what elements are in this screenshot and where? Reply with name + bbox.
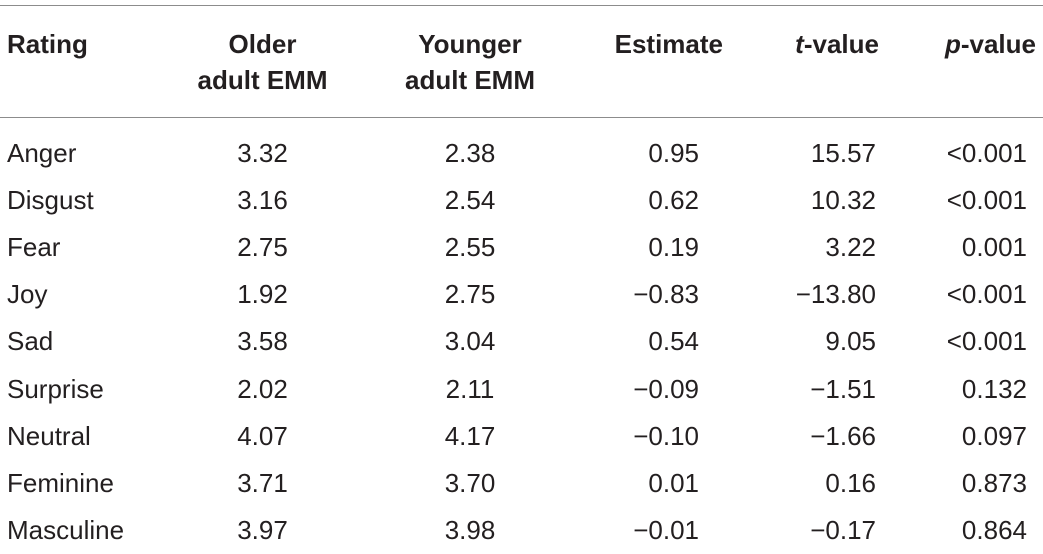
table-header-rule — [0, 117, 1043, 118]
table-row: Neutral 4.07 4.17 −0.10 −1.66 0.097 — [0, 413, 1043, 460]
cell-estimate: −0.09 — [633, 374, 699, 404]
cell-t-value: −13.80 — [795, 279, 876, 309]
cell-older-emm: 2.02 — [237, 374, 288, 404]
cell-older-emm: 3.16 — [237, 185, 288, 215]
cell-rating: Masculine — [7, 515, 125, 545]
header-t-italic: t — [795, 29, 804, 59]
header-p-rest: -value — [960, 29, 1036, 59]
cell-estimate: −0.10 — [633, 421, 699, 451]
header-p-italic: p — [944, 29, 961, 59]
cell-younger-emm: 3.70 — [444, 468, 496, 498]
cell-estimate: 0.19 — [648, 232, 699, 262]
cell-p-value: <0.001 — [946, 279, 1027, 309]
cell-t-value: −0.17 — [810, 515, 876, 545]
table-row: Fear 2.75 2.55 0.19 3.22 0.001 — [0, 224, 1043, 271]
table-row: Sad 3.58 3.04 0.54 9.05 <0.001 — [0, 318, 1043, 365]
table-row: Joy 1.92 2.75 −0.83 −13.80 <0.001 — [0, 271, 1043, 318]
cell-estimate: 0.01 — [648, 468, 699, 498]
cell-t-value: 10.32 — [810, 185, 876, 215]
cell-estimate: 0.95 — [648, 138, 699, 168]
cell-p-value: <0.001 — [946, 326, 1027, 356]
cell-estimate: −0.01 — [633, 515, 699, 545]
cell-younger-emm: 3.98 — [444, 515, 496, 545]
cell-t-value: 3.22 — [825, 232, 876, 262]
cell-t-value: 15.57 — [810, 138, 876, 168]
cell-younger-emm: 2.11 — [445, 374, 495, 404]
cell-p-value: 0.873 — [961, 468, 1027, 498]
header-younger-emm: Younger adult EMM — [395, 26, 545, 98]
cell-rating: Feminine — [7, 468, 114, 498]
cell-rating: Anger — [7, 138, 77, 168]
cell-t-value: 9.05 — [825, 326, 876, 356]
cell-older-emm: 3.32 — [237, 138, 288, 168]
table-row: Feminine 3.71 3.70 0.01 0.16 0.873 — [0, 460, 1043, 507]
header-rating: Rating — [7, 26, 88, 62]
cell-p-value: 0.864 — [961, 515, 1027, 545]
header-younger-line1: Younger — [418, 29, 522, 59]
cell-rating: Disgust — [7, 185, 94, 215]
cell-estimate: −0.83 — [633, 279, 699, 309]
cell-rating: Neutral — [7, 421, 91, 451]
table-row: Disgust 3.16 2.54 0.62 10.32 <0.001 — [0, 177, 1043, 224]
header-estimate: Estimate — [615, 26, 723, 62]
cell-older-emm: 4.07 — [237, 421, 288, 451]
cell-p-value: <0.001 — [946, 138, 1027, 168]
cell-p-value: <0.001 — [946, 185, 1027, 215]
cell-rating: Surprise — [7, 374, 104, 404]
header-rating-label: Rating — [7, 29, 88, 59]
cell-rating: Fear — [7, 232, 61, 262]
cell-younger-emm: 4.17 — [444, 421, 496, 451]
cell-estimate: 0.54 — [648, 326, 699, 356]
cell-p-value: 0.001 — [961, 232, 1027, 262]
cell-older-emm: 3.97 — [237, 515, 288, 545]
cell-younger-emm: 2.54 — [444, 185, 496, 215]
cell-estimate: 0.62 — [648, 185, 699, 215]
header-t-value: t-value — [795, 26, 879, 62]
cell-younger-emm: 2.75 — [444, 279, 496, 309]
header-younger-line2: adult EMM — [405, 65, 535, 95]
cell-younger-emm: 3.04 — [444, 326, 496, 356]
header-p-value: p-value — [945, 26, 1036, 62]
cell-rating: Sad — [7, 326, 54, 356]
cell-rating: Joy — [7, 279, 48, 309]
table-row: Masculine 3.97 3.98 −0.01 −0.17 0.864 — [0, 507, 1043, 554]
header-older-emm: Older adult EMM — [190, 26, 335, 98]
header-older-line2: adult EMM — [197, 65, 328, 95]
cell-younger-emm: 2.55 — [444, 232, 496, 262]
cell-p-value: 0.132 — [961, 374, 1027, 404]
table-row: Surprise 2.02 2.11 −0.09 −1.51 0.132 — [0, 366, 1043, 413]
header-estimate-label: Estimate — [614, 29, 723, 59]
header-older-line1: Older — [228, 29, 297, 59]
cell-t-value: −1.66 — [810, 421, 876, 451]
cell-older-emm: 3.58 — [237, 326, 288, 356]
cell-older-emm: 2.75 — [237, 232, 288, 262]
table-row: Anger 3.32 2.38 0.95 15.57 <0.001 — [0, 130, 1043, 177]
cell-younger-emm: 2.38 — [444, 138, 496, 168]
table-top-rule — [0, 5, 1043, 6]
cell-t-value: −1.51 — [810, 374, 876, 404]
cell-older-emm: 3.71 — [237, 468, 288, 498]
header-t-rest: -value — [803, 29, 879, 59]
cell-t-value: 0.16 — [825, 468, 876, 498]
cell-p-value: 0.097 — [961, 421, 1027, 451]
cell-older-emm: 1.92 — [237, 279, 288, 309]
